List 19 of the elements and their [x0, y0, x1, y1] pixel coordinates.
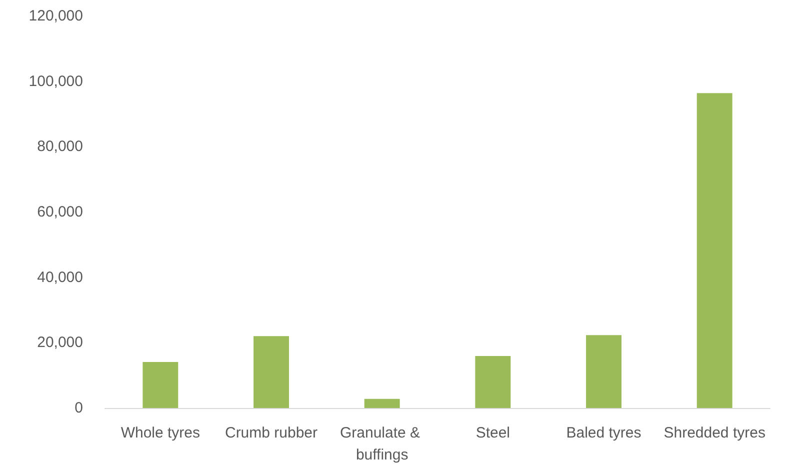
y-tick-label: 80,000 — [37, 138, 83, 156]
y-tick-label: 120,000 — [28, 8, 83, 24]
bar — [254, 336, 289, 408]
x-tick-label: Shredded tyres — [664, 424, 766, 442]
bar — [586, 335, 622, 408]
y-tick-label: 20,000 — [37, 334, 83, 352]
bar — [142, 362, 178, 408]
bar — [475, 356, 511, 408]
bar — [696, 93, 732, 408]
y-tick-label: 0 — [74, 400, 83, 416]
x-tick-label: Crumb rubber — [224, 424, 318, 442]
x-tick-label: Whole tyres — [120, 424, 200, 442]
x-tick-label: Steel — [476, 424, 510, 442]
y-tick-label: 40,000 — [37, 268, 83, 286]
x-tick-label: Granulate & buffings — [340, 424, 424, 464]
y-tick-label: 60,000 — [37, 204, 83, 220]
bar — [364, 398, 400, 408]
x-tick-label: Baled tyres — [566, 424, 642, 442]
y-tick-label: 100,000 — [28, 72, 83, 90]
